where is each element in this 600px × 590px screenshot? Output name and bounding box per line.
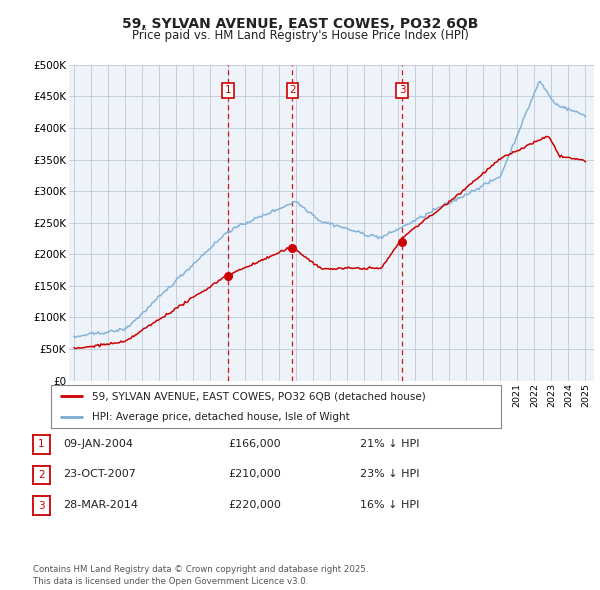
Text: 09-JAN-2004: 09-JAN-2004 [63, 439, 133, 448]
Text: £166,000: £166,000 [228, 439, 281, 448]
Text: £210,000: £210,000 [228, 470, 281, 479]
Text: Contains HM Land Registry data © Crown copyright and database right 2025.
This d: Contains HM Land Registry data © Crown c… [33, 565, 368, 586]
Text: 21% ↓ HPI: 21% ↓ HPI [360, 439, 419, 448]
Point [223, 271, 233, 280]
Text: 23-OCT-2007: 23-OCT-2007 [63, 470, 136, 479]
Text: 23% ↓ HPI: 23% ↓ HPI [360, 470, 419, 479]
Point [287, 243, 297, 253]
Text: 28-MAR-2014: 28-MAR-2014 [63, 500, 138, 510]
Text: 1: 1 [38, 440, 45, 449]
Text: 59, SYLVAN AVENUE, EAST COWES, PO32 6QB: 59, SYLVAN AVENUE, EAST COWES, PO32 6QB [122, 17, 478, 31]
Point [397, 237, 407, 247]
Text: 3: 3 [38, 501, 45, 510]
Text: 3: 3 [399, 85, 406, 95]
Text: 59, SYLVAN AVENUE, EAST COWES, PO32 6QB (detached house): 59, SYLVAN AVENUE, EAST COWES, PO32 6QB … [91, 391, 425, 401]
Text: 2: 2 [289, 85, 296, 95]
Text: Price paid vs. HM Land Registry's House Price Index (HPI): Price paid vs. HM Land Registry's House … [131, 29, 469, 42]
Text: HPI: Average price, detached house, Isle of Wight: HPI: Average price, detached house, Isle… [91, 412, 349, 422]
Text: £220,000: £220,000 [228, 500, 281, 510]
Text: 2: 2 [38, 470, 45, 480]
Text: 16% ↓ HPI: 16% ↓ HPI [360, 500, 419, 510]
Text: 1: 1 [225, 85, 232, 95]
